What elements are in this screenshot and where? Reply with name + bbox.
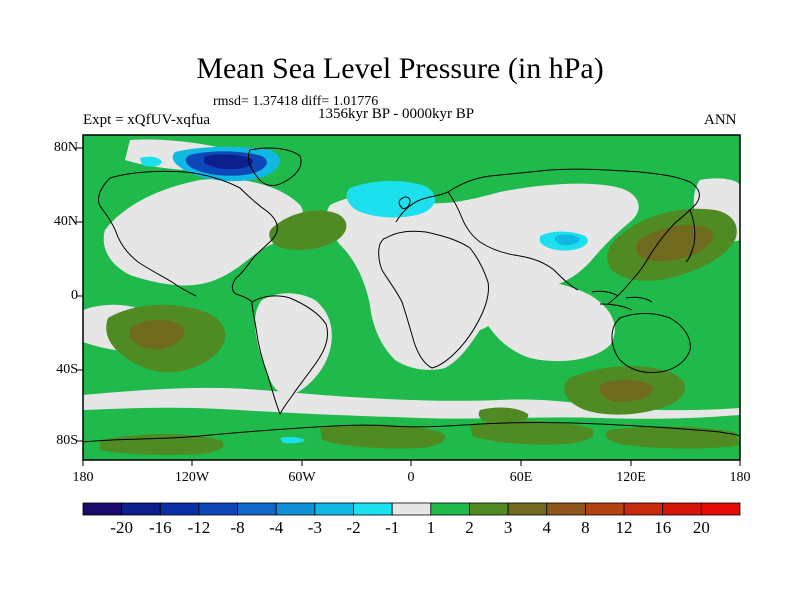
axis-ticks <box>76 147 741 466</box>
field-olive-africa-patch <box>478 407 529 424</box>
field-brown-north-pacific-core <box>635 225 713 262</box>
colorbar-label: -3 <box>307 518 322 537</box>
colorbar-swatch <box>469 502 509 516</box>
field-grey-southern-band <box>83 387 740 419</box>
coast-south-america <box>251 295 329 416</box>
colorbar-swatch <box>275 502 316 516</box>
lon-label-120w: 120W <box>174 470 210 485</box>
coast-indonesia <box>591 290 653 311</box>
colorbar-label: 12 <box>615 518 633 537</box>
colorbar-swatch <box>662 502 702 516</box>
field-cyan-iceland <box>140 156 162 167</box>
field-navy-greenland-core <box>204 154 254 170</box>
lon-label-60e: 60E <box>509 470 533 485</box>
colorbar-swatch <box>700 502 741 516</box>
period-line: 1356kyr BP - 0000kyr BP <box>318 106 475 122</box>
colorbar-label: -20 <box>110 518 133 537</box>
colorbar-swatch <box>121 502 161 516</box>
lat-label-80n: 80N <box>53 140 78 155</box>
colorbar-swatch <box>159 502 200 516</box>
field-blue-tibet-core <box>554 234 580 246</box>
field-olive-north-atlantic <box>269 210 347 250</box>
colorbar-swatch <box>546 502 586 516</box>
colorbar-swatch <box>623 502 664 516</box>
coast-australia <box>611 313 691 373</box>
map-title: Mean Sea Level Pressure (in hPa) <box>196 52 604 85</box>
coastlines <box>83 147 740 443</box>
lon-label-120e: 120E <box>616 470 646 485</box>
field-brown-south-pacific-core <box>129 319 185 350</box>
coast-eurasia <box>395 168 700 305</box>
coast-greenland <box>247 147 302 186</box>
field-cyan-antarctic <box>280 436 305 444</box>
lon-label-180e: 180 <box>729 470 751 485</box>
colorbar-swatch <box>391 502 432 516</box>
lat-label-80s: 80S <box>56 433 78 448</box>
field-grey-eurasia-africa <box>326 183 639 370</box>
colorbar-label: -4 <box>269 518 284 537</box>
colorbar-label: 4 <box>542 518 552 537</box>
stats-line: rmsd= 1.37418 diff= 1.01776 <box>213 94 379 109</box>
experiment-label: Expt = xQfUV-xqfua <box>83 112 211 128</box>
field-layer <box>83 135 740 460</box>
colorbar-label: 20 <box>692 518 710 537</box>
field-olive-antarctic-3 <box>470 420 594 445</box>
season-label: ANN <box>704 112 737 128</box>
colorbar-label: -2 <box>346 518 361 537</box>
colorbar-label: 3 <box>503 518 513 537</box>
coast-uk <box>398 196 411 209</box>
colorbar-swatch <box>314 502 354 516</box>
lat-label-40s: 40S <box>56 362 78 377</box>
field-cyan-north-atlantic <box>346 180 436 218</box>
field-olive-antarctic-2 <box>320 424 446 449</box>
colorbar-label: -16 <box>148 518 172 537</box>
colorbar-label: -12 <box>187 518 211 537</box>
colorbar <box>82 502 741 516</box>
colorbar-label: -1 <box>385 518 400 537</box>
coast-africa <box>378 230 489 369</box>
colorbar-label: -8 <box>230 518 245 537</box>
lat-label-40n: 40N <box>53 214 78 229</box>
colorbar-swatch <box>430 502 470 516</box>
colorbar-swatch <box>353 502 393 516</box>
coast-north-america <box>97 170 278 303</box>
lon-label-0: 0 <box>407 470 415 485</box>
colorbar-label: 16 <box>654 518 672 537</box>
lat-label-0: 0 <box>71 288 78 303</box>
colorbar-label: 1 <box>426 518 436 537</box>
field-grey-north-america <box>103 178 304 286</box>
colorbar-swatch <box>237 502 277 516</box>
field-olive-antarctic-4 <box>605 426 740 449</box>
colorbar-label: 8 <box>581 518 590 537</box>
field-grey-indian-ocean <box>480 278 615 362</box>
colorbar-swatch <box>82 502 123 516</box>
coast-antarctica <box>83 422 740 443</box>
field-olive-antarctic-1 <box>100 434 224 455</box>
colorbar-swatch <box>198 502 238 516</box>
field-brown-south-indian-core <box>599 379 653 403</box>
field-grey-south-america <box>255 293 332 395</box>
lon-label-60w: 60W <box>288 470 316 485</box>
coast-japan <box>685 209 696 263</box>
colorbar-swatch <box>585 502 625 516</box>
colorbar-label: 2 <box>465 518 474 537</box>
colorbar-swatch <box>507 502 548 516</box>
lon-label-180w: 180 <box>72 470 94 485</box>
